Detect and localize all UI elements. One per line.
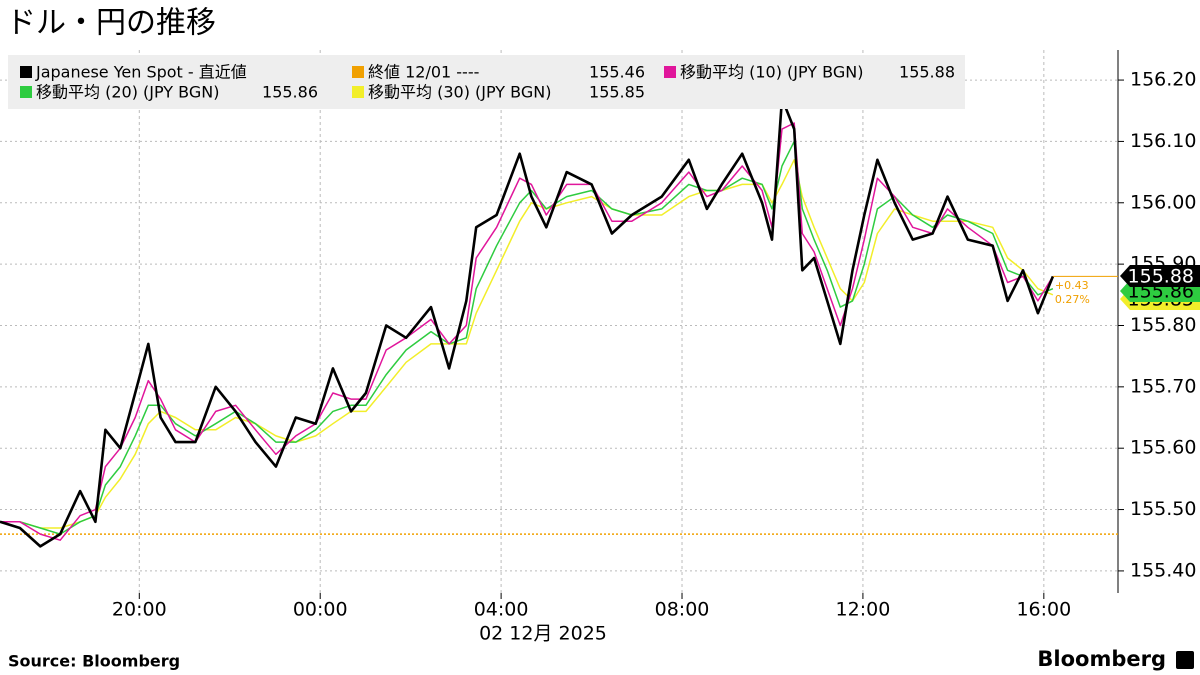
legend-swatch: [352, 66, 364, 78]
legend-box: [8, 55, 965, 109]
legend-value: 155.46: [589, 63, 645, 82]
source: Source: Bloomberg: [8, 652, 180, 671]
series-line: [0, 97, 1055, 548]
y-tick-label: 155.80: [1130, 314, 1196, 336]
chart-title: ドル・円の推移: [6, 6, 216, 41]
x-tick-label: 16:00: [1016, 599, 1071, 621]
x-tick-label: 12:00: [836, 599, 891, 621]
legend-label: Japanese Yen Spot - 直近値: [35, 63, 247, 82]
series-line: [0, 159, 1054, 529]
legend-label: 終値 12/01 ----: [368, 63, 479, 82]
y-tick-label: 156.10: [1130, 130, 1196, 152]
y-tick-label: 156.20: [1130, 69, 1196, 91]
legend-swatch: [664, 66, 676, 78]
x-tick-label: 04:00: [474, 599, 529, 621]
y-tick-label: 156.00: [1130, 191, 1196, 213]
legend-value: 155.88: [899, 63, 955, 82]
series-line: [0, 122, 1054, 541]
legend-label: 移動平均 (10) (JPY BGN): [680, 63, 863, 82]
brand: Bloomberg: [1037, 647, 1166, 671]
legend-value: 155.86: [262, 83, 318, 102]
y-tick-label: 155.50: [1130, 498, 1196, 520]
y-tick-label: 155.40: [1130, 559, 1196, 581]
x-tick-label: 00:00: [293, 599, 348, 621]
legend-swatch: [20, 86, 32, 98]
legend-label: 移動平均 (30) (JPY BGN): [368, 83, 551, 102]
y-tick-label: 155.70: [1130, 375, 1196, 397]
legend-value: 155.85: [589, 83, 645, 102]
legend-label: 移動平均 (20) (JPY BGN): [36, 83, 219, 102]
annotation: +0.43: [1055, 279, 1089, 292]
legend-swatch: [20, 66, 32, 78]
x-tick-label: 20:00: [112, 599, 167, 621]
legend-swatch: [352, 86, 364, 98]
brand-icon: [1176, 651, 1194, 669]
last-value-box: [1120, 265, 1200, 287]
y-tick-label: 155.60: [1130, 437, 1196, 459]
x-tick-label: 08:00: [655, 599, 710, 621]
last-value-label: 155.88: [1128, 266, 1194, 288]
annotation: 0.27%: [1055, 293, 1090, 306]
x-axis-label: 02 12月 2025: [479, 623, 607, 645]
